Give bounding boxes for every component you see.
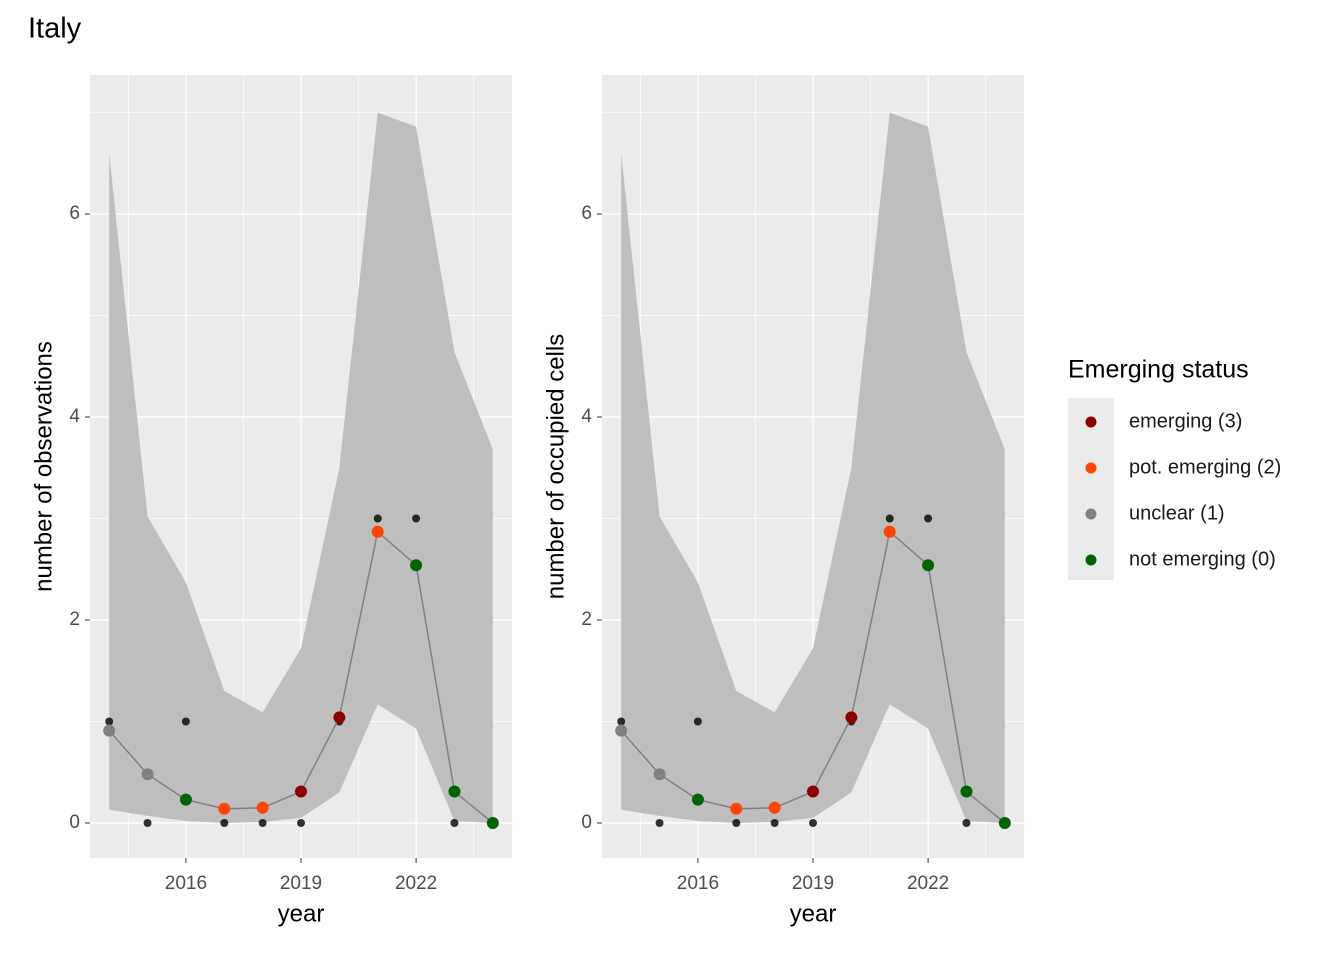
- x-tick-label: 2022: [395, 873, 437, 894]
- confidence-band: [109, 112, 493, 823]
- fitted-point: [615, 724, 628, 737]
- fitted-point: [179, 793, 192, 806]
- observed-point: [809, 818, 817, 827]
- observed-point: [450, 818, 459, 827]
- legend-label: emerging (3): [1129, 410, 1242, 432]
- fitted-point: [730, 802, 743, 815]
- y-tick-label: 2: [69, 609, 80, 630]
- fitted-point: [218, 802, 231, 815]
- observed-point: [770, 818, 779, 827]
- observed-point: [181, 717, 190, 726]
- x-axis-label: year: [790, 900, 837, 927]
- fitted-point: [998, 816, 1011, 829]
- observed-point: [962, 818, 971, 827]
- legend-key: [1085, 416, 1097, 428]
- fitted-point: [845, 711, 858, 724]
- legend-label: unclear (1): [1129, 502, 1225, 524]
- legend-key: [1085, 462, 1097, 474]
- observed-point: [693, 717, 702, 726]
- y-axis-label: number of occupied cells: [542, 334, 569, 599]
- fitted-point: [410, 559, 423, 572]
- fitted-point: [295, 785, 307, 798]
- observed-point: [297, 818, 305, 827]
- observed-point: [885, 514, 894, 523]
- y-tick-label: 2: [581, 609, 592, 630]
- fitted-point: [883, 525, 896, 538]
- x-tick-label: 2019: [280, 873, 322, 894]
- y-tick-label: 4: [581, 406, 592, 427]
- legend-label: not emerging (0): [1129, 548, 1276, 570]
- fitted-point: [448, 785, 461, 798]
- figure-title: Italy: [28, 13, 82, 45]
- fitted-point: [486, 816, 499, 829]
- confidence-band: [621, 112, 1005, 823]
- y-tick-label: 4: [69, 406, 80, 427]
- fitted-point: [922, 559, 935, 572]
- y-axis-label: number of observations: [30, 341, 57, 592]
- x-tick-label: 2019: [792, 873, 834, 894]
- fitted-point: [960, 785, 973, 798]
- observed-point: [220, 818, 229, 827]
- fitted-point: [256, 801, 269, 814]
- observed-point: [617, 717, 626, 726]
- x-axis-label: year: [278, 900, 325, 927]
- fitted-point: [103, 724, 116, 737]
- observed-point: [655, 818, 664, 827]
- fitted-point: [653, 768, 666, 781]
- observed-point: [924, 514, 933, 523]
- fitted-point: [691, 793, 704, 806]
- observed-point: [412, 514, 421, 523]
- observed-point: [732, 818, 741, 827]
- fitted-point: [807, 785, 819, 798]
- observed-point: [143, 818, 152, 827]
- y-tick-label: 6: [69, 203, 80, 224]
- legend-label: pot. emerging (2): [1129, 456, 1281, 478]
- legend-title: Emerging status: [1068, 356, 1249, 384]
- x-tick-label: 2022: [907, 873, 949, 894]
- y-tick-label: 6: [581, 203, 592, 224]
- fitted-point: [371, 525, 384, 538]
- observed-point: [373, 514, 382, 523]
- fitted-point: [333, 711, 346, 724]
- legend-key-background: [1068, 398, 1114, 580]
- y-tick-label: 0: [69, 812, 80, 833]
- fitted-point: [141, 768, 154, 781]
- observed-point: [258, 818, 267, 827]
- x-tick-label: 2016: [165, 873, 207, 894]
- x-tick-label: 2016: [677, 873, 719, 894]
- observed-point: [105, 717, 114, 726]
- legend-key: [1085, 508, 1097, 520]
- y-tick-label: 0: [581, 812, 592, 833]
- fitted-point: [768, 801, 781, 814]
- legend-key: [1085, 554, 1097, 566]
